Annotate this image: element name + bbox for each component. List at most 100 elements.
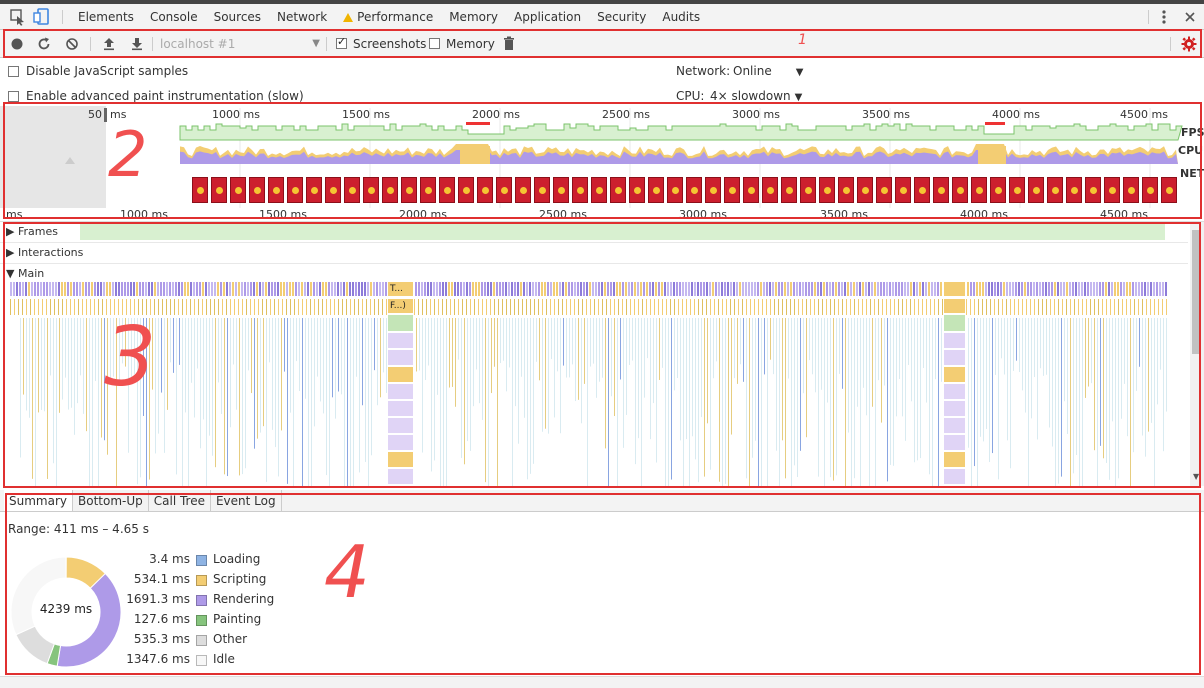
- tab-application[interactable]: Application: [514, 10, 582, 24]
- screenshot-thumbnail[interactable]: [1142, 177, 1158, 203]
- screenshot-thumbnail[interactable]: [895, 177, 911, 203]
- screenshot-thumbnail[interactable]: [420, 177, 436, 203]
- screenshot-thumbnail[interactable]: [724, 177, 740, 203]
- tab-bottom-up[interactable]: Bottom-Up: [73, 490, 149, 511]
- screenshot-thumbnail[interactable]: [458, 177, 474, 203]
- tab-security[interactable]: Security: [597, 10, 647, 24]
- screenshot-thumbnail[interactable]: [401, 177, 417, 203]
- screenshot-thumbnail[interactable]: [933, 177, 949, 203]
- screenshot-thumbnail[interactable]: [1104, 177, 1120, 203]
- network-throttle-select[interactable]: Online ▼: [733, 63, 803, 81]
- track-interactions[interactable]: ▶ Interactions: [6, 246, 84, 259]
- screenshot-thumbnail[interactable]: [610, 177, 626, 203]
- tab-console[interactable]: Console: [149, 10, 198, 24]
- tab-sources[interactable]: Sources: [213, 10, 262, 24]
- screenshot-thumbnail[interactable]: [990, 177, 1006, 203]
- clear-icon[interactable]: [63, 35, 81, 53]
- frames-track[interactable]: [80, 224, 1165, 240]
- screenshot-thumbnail[interactable]: [629, 177, 645, 203]
- screenshot-thumbnail[interactable]: [287, 177, 303, 203]
- tab-event-log[interactable]: Event Log: [211, 490, 282, 511]
- screenshot-thumbnail[interactable]: [211, 177, 227, 203]
- timeline-overview[interactable]: 50 ms 1000 ms 1500 ms 2000 ms 2500 ms 30…: [0, 104, 1204, 218]
- screenshot-thumbnail[interactable]: [914, 177, 930, 203]
- memory-checkbox[interactable]: [429, 38, 440, 49]
- call-bar: [1006, 299, 1007, 315]
- track-main[interactable]: ▼ Main: [6, 267, 45, 280]
- flame-chart[interactable]: ▶ Frames ▶ Interactions ▼ Main T... F...…: [0, 222, 1204, 488]
- screenshot-thumbnail[interactable]: [249, 177, 265, 203]
- screenshot-thumbnail[interactable]: [363, 177, 379, 203]
- download-icon[interactable]: [128, 35, 146, 53]
- stack-bar: [683, 318, 684, 488]
- trash-icon[interactable]: [500, 35, 518, 53]
- record-icon[interactable]: [8, 35, 26, 53]
- selection-handle-left[interactable]: [104, 108, 107, 122]
- screenshot-thumbnail[interactable]: [762, 177, 778, 203]
- screenshot-thumbnail[interactable]: [534, 177, 550, 203]
- tab-network[interactable]: Network: [277, 10, 328, 24]
- task-bar: [220, 282, 222, 296]
- more-vertical-icon[interactable]: [1154, 7, 1174, 27]
- screenshot-thumbnail[interactable]: [591, 177, 607, 203]
- screenshot-thumbnail[interactable]: [230, 177, 246, 203]
- tab-call-tree[interactable]: Call Tree: [149, 490, 211, 511]
- screenshot-thumbnail[interactable]: [876, 177, 892, 203]
- screenshot-thumbnail[interactable]: [838, 177, 854, 203]
- tab-audits[interactable]: Audits: [662, 10, 701, 24]
- screenshot-thumbnail[interactable]: [553, 177, 569, 203]
- screenshot-thumbnail[interactable]: [1161, 177, 1177, 203]
- inspect-element-icon[interactable]: [8, 7, 28, 27]
- screenshot-thumbnail[interactable]: [325, 177, 341, 203]
- screenshot-thumbnail[interactable]: [648, 177, 664, 203]
- scroll-down-icon[interactable]: ▼: [1193, 472, 1200, 481]
- screenshot-thumbnail[interactable]: [382, 177, 398, 203]
- screenshot-thumbnail[interactable]: [268, 177, 284, 203]
- ruler-tick: 1000 ms: [212, 108, 260, 121]
- screenshot-thumbnail[interactable]: [496, 177, 512, 203]
- gear-icon[interactable]: [1180, 35, 1198, 53]
- screenshot-thumbnail[interactable]: [800, 177, 816, 203]
- disable-js-samples-checkbox[interactable]: [8, 66, 19, 77]
- tab-elements[interactable]: Elements: [78, 10, 134, 24]
- screenshot-thumbnail[interactable]: [743, 177, 759, 203]
- upload-icon[interactable]: [100, 35, 118, 53]
- screenshot-thumbnail[interactable]: [192, 177, 208, 203]
- screenshots-checkbox[interactable]: [336, 35, 347, 49]
- function-call-block[interactable]: F...): [388, 299, 413, 313]
- flame-scrollbar[interactable]: ▼: [1190, 222, 1204, 486]
- screenshot-thumbnail[interactable]: [705, 177, 721, 203]
- screenshot-thumbnail[interactable]: [819, 177, 835, 203]
- reload-icon[interactable]: [35, 35, 53, 53]
- scrollbar-thumb[interactable]: [1192, 230, 1201, 354]
- long-task-block[interactable]: T...: [388, 282, 413, 296]
- screenshot-thumbnail[interactable]: [952, 177, 968, 203]
- screenshot-thumbnail[interactable]: [1047, 177, 1063, 203]
- track-frames[interactable]: ▶ Frames: [6, 225, 58, 238]
- screenshot-thumbnail[interactable]: [1085, 177, 1101, 203]
- screenshot-thumbnail[interactable]: [667, 177, 683, 203]
- target-select[interactable]: localhost #1 ▼: [156, 35, 324, 53]
- cpu-throttle-select[interactable]: 4× slowdown ▼: [710, 88, 802, 106]
- screenshot-thumbnail[interactable]: [477, 177, 493, 203]
- screenshot-thumbnail[interactable]: [344, 177, 360, 203]
- screenshot-thumbnail[interactable]: [1028, 177, 1044, 203]
- screenshot-thumbnail[interactable]: [781, 177, 797, 203]
- tab-summary[interactable]: Summary: [4, 490, 73, 511]
- tab-memory[interactable]: Memory: [449, 10, 499, 24]
- screenshot-thumbnail[interactable]: [1066, 177, 1082, 203]
- stack-bar: [899, 318, 900, 380]
- screenshot-thumbnail[interactable]: [306, 177, 322, 203]
- screenshot-thumbnail[interactable]: [1009, 177, 1025, 203]
- screenshot-thumbnail[interactable]: [572, 177, 588, 203]
- screenshot-thumbnail[interactable]: [686, 177, 702, 203]
- advanced-paint-checkbox[interactable]: [8, 91, 19, 102]
- tab-performance[interactable]: Performance: [335, 4, 441, 30]
- device-toolbar-icon[interactable]: [32, 7, 52, 27]
- close-icon[interactable]: [1180, 7, 1200, 27]
- screenshot-thumbnail[interactable]: [857, 177, 873, 203]
- screenshot-thumbnail[interactable]: [439, 177, 455, 203]
- screenshot-thumbnail[interactable]: [1123, 177, 1139, 203]
- screenshot-thumbnail[interactable]: [971, 177, 987, 203]
- screenshot-thumbnail[interactable]: [515, 177, 531, 203]
